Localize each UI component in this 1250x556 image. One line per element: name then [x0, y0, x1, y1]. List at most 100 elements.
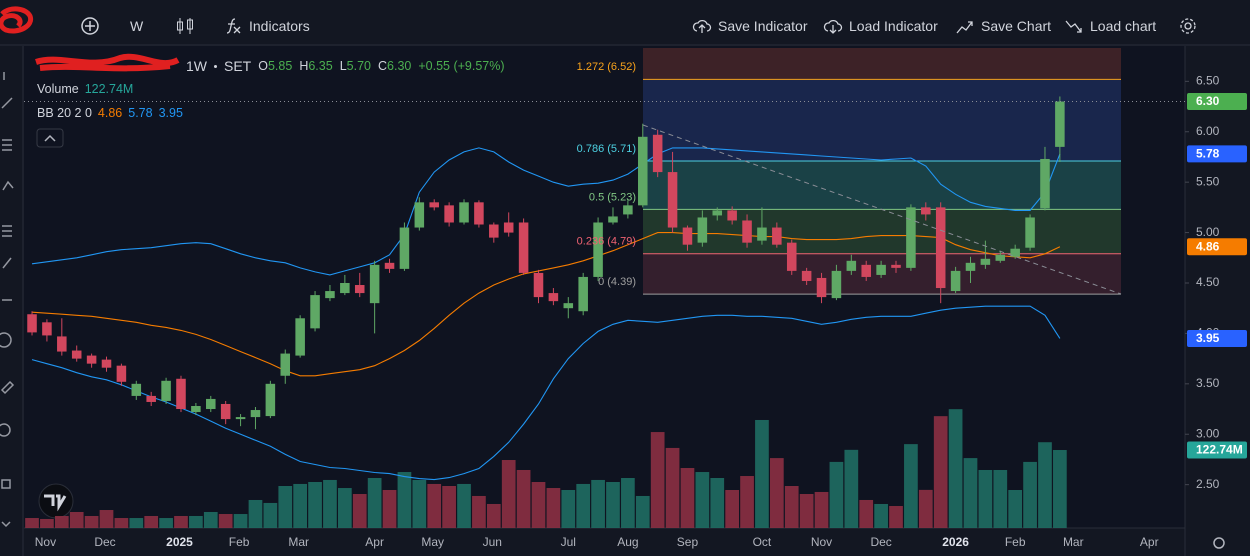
fib-zone	[643, 79, 1121, 161]
collapse-button[interactable]	[36, 128, 64, 148]
interval-label: W	[130, 18, 144, 34]
volume-bar	[859, 499, 874, 528]
x-tick-label: Dec	[870, 535, 891, 549]
x-tick-label: 2026	[942, 535, 969, 549]
volume-bar	[40, 518, 54, 528]
candle-body	[891, 264, 901, 268]
chart-style-button[interactable]	[176, 14, 194, 38]
ohlc-item: H6.35	[299, 59, 332, 73]
settings-button[interactable]	[1178, 14, 1198, 38]
fib-level-label: 0.786 (5.71)	[577, 143, 636, 155]
volume-bar	[904, 444, 918, 528]
cloud-down-icon	[823, 19, 843, 34]
redacted-symbol	[35, 53, 180, 72]
x-tick-label: Feb	[1005, 535, 1026, 549]
candle-body	[965, 262, 976, 271]
candle-body	[354, 285, 365, 294]
candle-body	[623, 205, 633, 215]
volume-bar	[84, 515, 99, 528]
candle-body	[489, 224, 499, 238]
candle-body	[533, 272, 544, 298]
sidebar-tools[interactable]	[0, 72, 15, 528]
candle-body	[697, 217, 708, 243]
interval-button[interactable]: W	[130, 14, 143, 38]
button-label: Save Indicator	[718, 18, 808, 34]
candle-body	[384, 262, 395, 269]
volume-bar	[621, 477, 635, 528]
last-price-badge	[1187, 93, 1247, 111]
candle-body	[786, 242, 797, 271]
ohlc-value: 5.85	[267, 59, 293, 73]
save-indicator-button[interactable]: Save Indicator	[692, 14, 808, 38]
volume-bar	[144, 515, 159, 528]
candle-body	[563, 303, 574, 309]
fx-icon	[226, 18, 241, 34]
candle-body	[980, 258, 991, 265]
indicators-button[interactable]: Indicators	[223, 14, 310, 38]
volume-bar	[516, 469, 531, 528]
volume-bar	[442, 485, 456, 528]
volume-bar	[472, 495, 486, 528]
volume-bar	[159, 518, 173, 528]
band-badge-label: 4.86	[1196, 239, 1220, 253]
candle-body	[518, 222, 529, 273]
volume-bar	[814, 491, 829, 528]
button-label: Save Chart	[981, 18, 1052, 34]
candle-body	[757, 227, 767, 241]
ohlc-value: 6.30	[387, 59, 412, 73]
volume-bar	[650, 432, 665, 528]
candle-body	[27, 314, 37, 333]
band-badge	[1187, 145, 1247, 163]
volume-bar	[278, 485, 293, 528]
volume-bar	[799, 494, 814, 528]
candle-body	[921, 207, 931, 215]
indicator-legend: BB 20 2 0 4.86 5.78 3.95	[37, 106, 183, 120]
candle-body	[414, 202, 425, 228]
save-chart-button[interactable]: Save Chart	[955, 14, 1051, 38]
band-badge-label: 3.95	[1196, 331, 1220, 345]
volume-bar	[933, 416, 948, 528]
candle-body	[325, 291, 335, 299]
y-tick-label: 3.00	[1196, 426, 1220, 440]
volume-bar	[457, 483, 471, 528]
ohlc-item: C6.30	[378, 59, 411, 73]
gear-icon	[1180, 18, 1196, 34]
ohlc-item: L5.70	[340, 59, 371, 73]
separator-dot	[214, 64, 217, 68]
x-tick-label: May	[421, 535, 444, 549]
chart-up-icon	[956, 21, 973, 34]
candle-body	[161, 380, 171, 401]
candle-body	[608, 216, 618, 223]
candle-body	[593, 222, 603, 277]
volume-bar	[561, 490, 576, 528]
volume-bar	[963, 458, 978, 528]
candle-body	[86, 355, 97, 364]
x-tick-label: Apr	[365, 535, 384, 549]
volume-bar	[218, 514, 233, 528]
candle-body	[429, 202, 439, 208]
candle-body	[265, 383, 276, 417]
axis-settings[interactable]	[1213, 537, 1225, 549]
title-part: 1W	[186, 58, 207, 74]
ohlc-key: O	[258, 59, 268, 73]
candle-body	[682, 227, 693, 245]
x-tick-label: Mar	[1063, 535, 1084, 549]
ohlc-item: O5.85	[258, 59, 292, 73]
x-tick-label: 2025	[166, 535, 193, 549]
volume-bar	[725, 490, 740, 528]
x-tick-label: Sep	[677, 535, 699, 549]
x-tick-label: Dec	[94, 535, 115, 549]
volume-bar	[829, 461, 844, 528]
volume-bar	[695, 472, 710, 528]
load-indicator-button[interactable]: Load Indicator	[823, 14, 938, 38]
button-label: Load Indicator	[849, 18, 938, 34]
add-symbol[interactable]	[80, 14, 100, 38]
plot	[25, 48, 1121, 528]
volume-bar	[412, 479, 427, 528]
volume-bar	[680, 468, 695, 528]
load-chart-button[interactable]: Load chart	[1064, 14, 1156, 38]
candle-body	[831, 270, 842, 299]
volume-bar	[174, 515, 188, 528]
volume-bar	[129, 518, 144, 528]
volume-bar	[69, 511, 84, 528]
